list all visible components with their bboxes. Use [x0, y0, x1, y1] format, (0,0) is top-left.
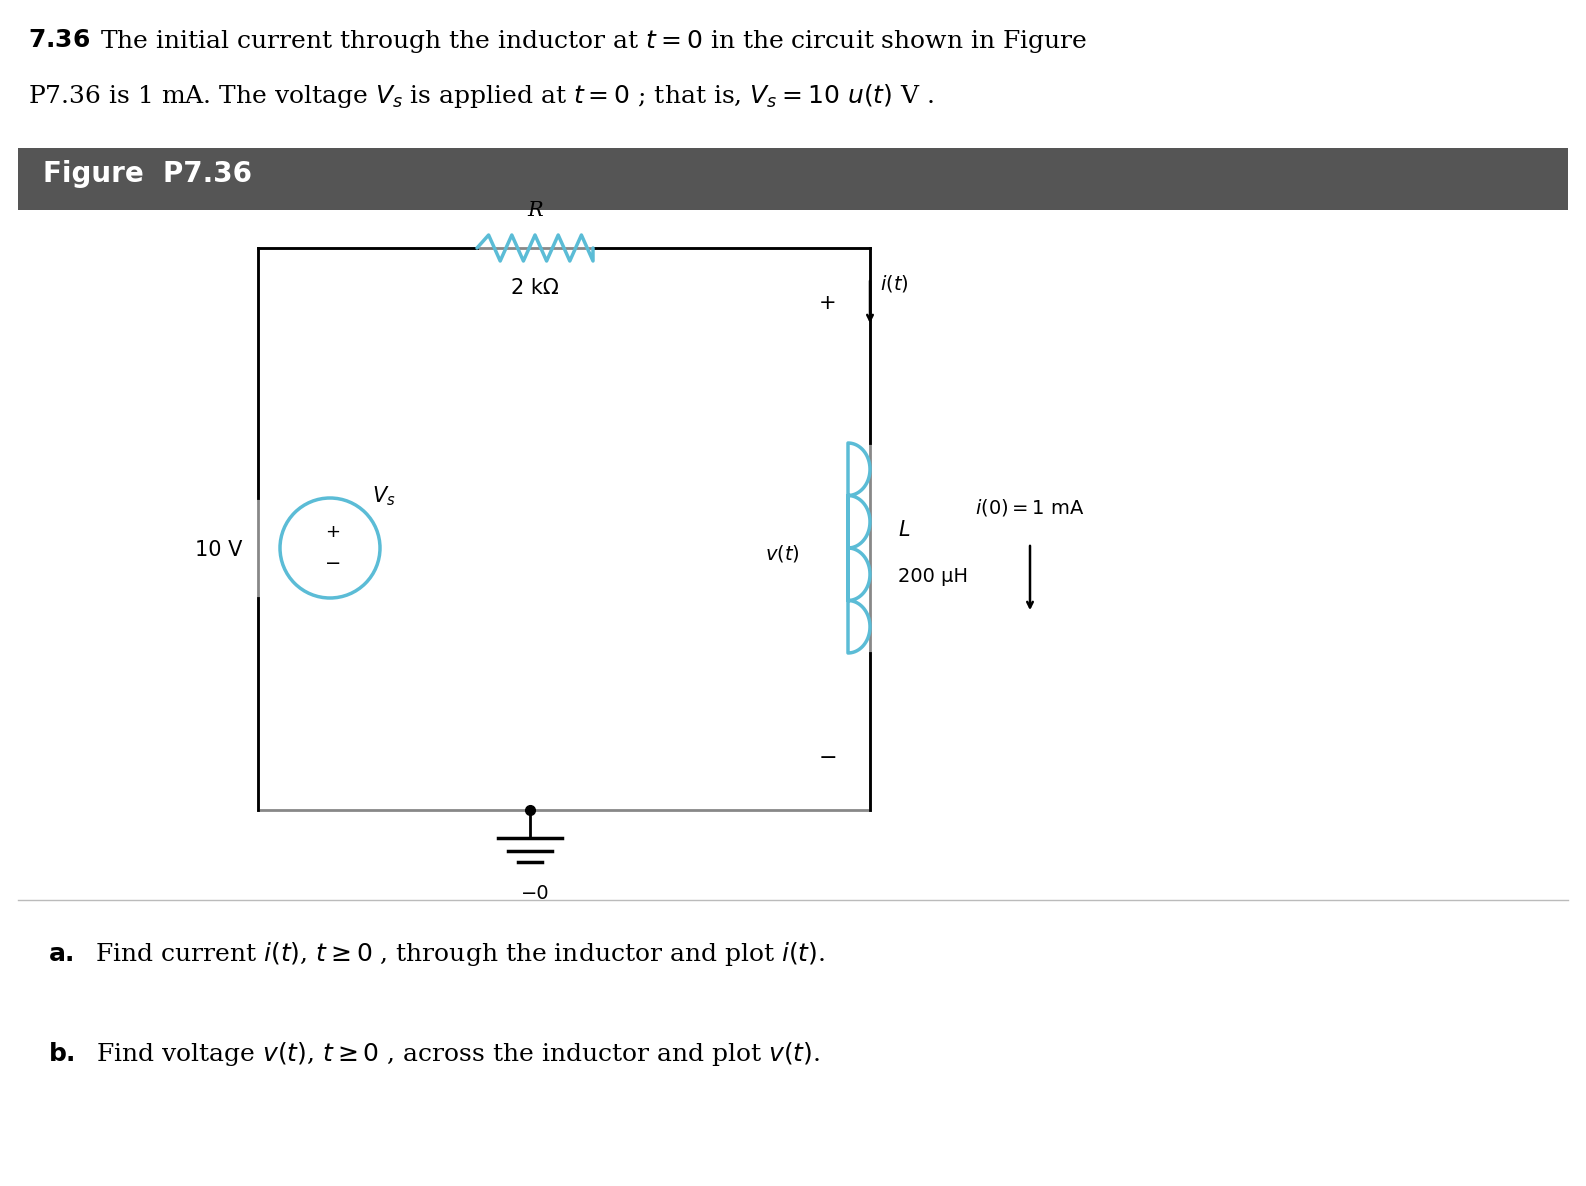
- Text: −: −: [818, 748, 837, 769]
- Text: +: +: [820, 293, 837, 313]
- Bar: [17, 148, 1569, 210]
- Text: $i(t)$: $i(t)$: [880, 273, 909, 293]
- Text: L: L: [898, 519, 910, 540]
- Text: −0: −0: [520, 884, 549, 903]
- Text: 2 kΩ: 2 kΩ: [511, 278, 558, 298]
- Text: $V_s$: $V_s$: [373, 484, 395, 508]
- Text: P7.36 is 1 mA. The voltage $V_s$ is applied at $t = 0$ ; that is, $V_s = 10\ u(t: P7.36 is 1 mA. The voltage $V_s$ is appl…: [29, 82, 934, 110]
- Text: 10 V: 10 V: [195, 540, 243, 560]
- Text: −: −: [325, 555, 341, 574]
- Text: The initial current through the inductor at $t = 0$ in the circuit shown in Figu: The initial current through the inductor…: [100, 28, 1088, 55]
- Text: $v(t)$: $v(t)$: [764, 542, 799, 563]
- Text: $i(0) = 1$ mA: $i(0) = 1$ mA: [975, 497, 1085, 518]
- Text: Figure  P7.36: Figure P7.36: [43, 160, 252, 189]
- Circle shape: [281, 498, 381, 598]
- Text: +: +: [325, 523, 341, 541]
- Text: $\mathbf{b.}$  Find voltage $v(t)$, $t \geq 0$ , across the inductor and plot $v: $\mathbf{b.}$ Find voltage $v(t)$, $t \g…: [48, 1040, 820, 1069]
- Text: R: R: [527, 200, 542, 219]
- Text: 200 μH: 200 μH: [898, 567, 967, 586]
- Text: $\mathbf{a.}$  Find current $i(t)$, $t \geq 0$ , through the inductor and plot $: $\mathbf{a.}$ Find current $i(t)$, $t \g…: [48, 940, 825, 968]
- Text: $\bf{7.36}$: $\bf{7.36}$: [29, 28, 90, 52]
